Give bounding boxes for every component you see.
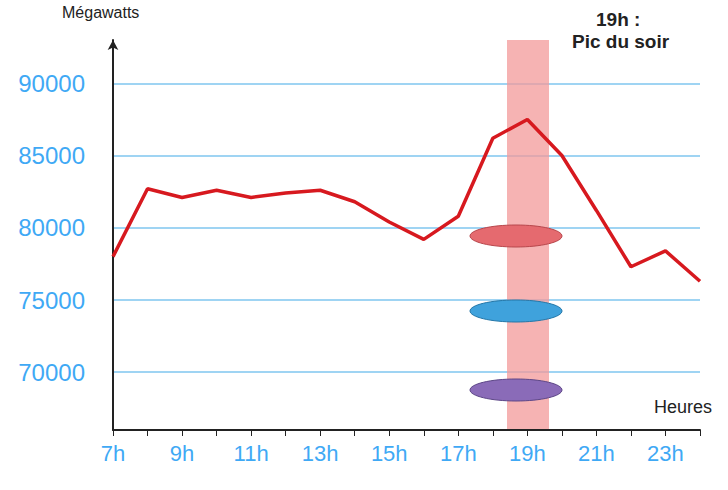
svg-text:Heures: Heures [654,397,712,417]
svg-text:90000: 90000 [18,70,85,97]
svg-text:23h: 23h [647,441,684,466]
svg-text:75000: 75000 [18,287,85,314]
svg-text:80000: 80000 [18,214,85,241]
svg-text:15h: 15h [371,441,408,466]
svg-text:85000: 85000 [18,142,85,169]
svg-text:19h :: 19h : [596,9,640,30]
svg-text:19h: 19h [509,441,546,466]
svg-text:Pic du soir: Pic du soir [572,31,670,52]
svg-text:21h: 21h [578,441,615,466]
svg-text:17h: 17h [440,441,477,466]
svg-text:9h: 9h [170,441,194,466]
svg-text:7h: 7h [101,441,125,466]
svg-text:11h: 11h [234,441,269,466]
svg-text:13h: 13h [302,441,339,466]
svg-text:70000: 70000 [18,359,85,386]
svg-text:Mégawatts: Mégawatts [62,4,139,21]
